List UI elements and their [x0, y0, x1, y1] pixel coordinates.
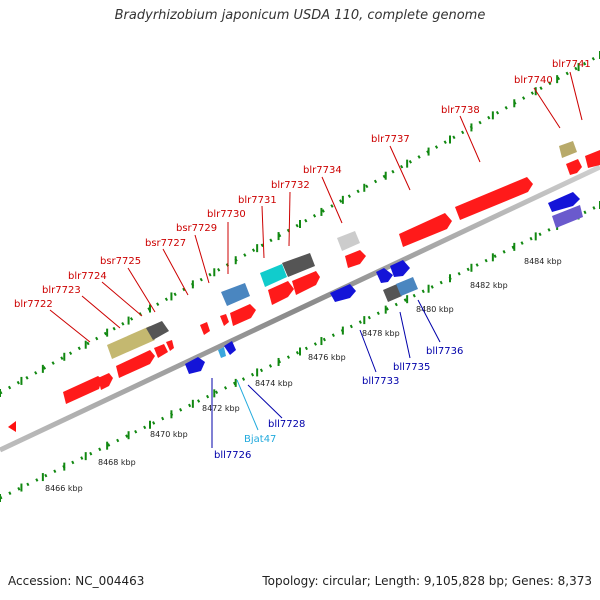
- label-bsr7727[interactable]: bsr7727: [145, 238, 186, 249]
- genome-backbone: [0, 164, 600, 453]
- feature-blr7738[interactable]: [455, 177, 533, 220]
- feature-forward-left-edge[interactable]: [8, 421, 16, 432]
- ruler-label-8472: 8472 kbp: [202, 404, 240, 413]
- label-blr7732[interactable]: blr7732: [271, 180, 310, 191]
- label-blr7724[interactable]: blr7724: [68, 271, 107, 282]
- label-blr7738[interactable]: blr7738: [441, 105, 480, 116]
- feature-blr7741[interactable]: [585, 150, 600, 168]
- forward-labels: blr7722 blr7723 blr7724 bsr7725 bsr7727 …: [14, 59, 591, 310]
- ruler-ticks: [0, 51, 600, 502]
- feature-bsr7729[interactable]: [200, 322, 210, 335]
- ruler-label-8468: 8468 kbp: [98, 458, 136, 467]
- feature-blr7730-small[interactable]: [220, 314, 229, 326]
- label-blr7723[interactable]: blr7723: [42, 285, 81, 296]
- feature-bll7733[interactable]: [330, 284, 356, 302]
- feature-steel-block-1[interactable]: [221, 283, 250, 306]
- ruler-label-8470: 8470 kbp: [150, 430, 188, 439]
- reverse-features: [185, 192, 583, 374]
- label-bll7733[interactable]: bll7733: [362, 376, 399, 387]
- label-bll7726[interactable]: bll7726: [214, 450, 251, 461]
- reverse-leaders: [211, 299, 441, 448]
- feature-Bjat47[interactable]: [218, 347, 226, 358]
- label-blr7740[interactable]: blr7740: [514, 75, 553, 86]
- feature-gray-block-3[interactable]: [383, 284, 402, 302]
- label-bsr7729[interactable]: bsr7729: [176, 223, 217, 234]
- feature-bll7735-small[interactable]: [376, 268, 393, 283]
- feature-blr7734[interactable]: [345, 250, 366, 268]
- feature-blr7723[interactable]: [98, 373, 113, 390]
- feature-bll7735[interactable]: [390, 260, 410, 277]
- label-blr7737[interactable]: blr7737: [371, 134, 410, 145]
- lower-ruler-line: [0, 203, 600, 500]
- feature-bsr7725[interactable]: [154, 344, 168, 358]
- reverse-labels: bll7726 Bjat47 bll7728 bll7733 bll7735 b…: [214, 346, 463, 461]
- label-Bjat47[interactable]: Bjat47: [244, 434, 276, 445]
- feature-blr7740[interactable]: [566, 159, 582, 175]
- accession-text: Accession: NC_004463: [8, 574, 145, 588]
- label-bll7728[interactable]: bll7728: [268, 419, 305, 430]
- ruler-label-8480: 8480 kbp: [416, 305, 454, 314]
- label-blr7734[interactable]: blr7734: [303, 165, 342, 176]
- ruler-label-8466: 8466 kbp: [45, 484, 83, 493]
- label-bsr7725[interactable]: bsr7725: [100, 256, 141, 267]
- label-blr7731[interactable]: blr7731: [238, 195, 277, 206]
- feature-blr7731[interactable]: [268, 281, 294, 305]
- label-blr7741[interactable]: blr7741: [552, 59, 591, 70]
- feature-blr7732[interactable]: [292, 271, 320, 295]
- feature-bll7728[interactable]: [224, 341, 236, 355]
- feature-tan-block-2[interactable]: [559, 141, 577, 158]
- map-title: Bradyrhizobium japonicum USDA 110, compl…: [114, 8, 486, 23]
- feature-blr7722[interactable]: [63, 376, 102, 404]
- feature-gray-block-2[interactable]: [282, 253, 315, 277]
- feature-gray-block-1[interactable]: [146, 321, 169, 340]
- label-bll7735[interactable]: bll7735: [393, 362, 430, 373]
- feature-bsr7727[interactable]: [166, 340, 174, 351]
- ruler-label-8476: 8476 kbp: [308, 353, 346, 362]
- feature-blr7724[interactable]: [116, 350, 155, 378]
- feature-light-gray-block[interactable]: [337, 231, 360, 251]
- feature-bll7726[interactable]: [185, 357, 205, 374]
- ruler-label-8484: 8484 kbp: [524, 257, 562, 266]
- genome-summary-text: Topology: circular; Length: 9,105,828 bp…: [262, 574, 592, 588]
- ruler-label-8474: 8474 kbp: [255, 379, 293, 388]
- ruler-label-8482: 8482 kbp: [470, 281, 508, 290]
- label-blr7730[interactable]: blr7730: [207, 209, 246, 220]
- feature-cyan-block[interactable]: [260, 264, 287, 287]
- feature-bll7736[interactable]: [396, 277, 418, 296]
- feature-tan-block[interactable]: [107, 326, 155, 359]
- label-bll7736[interactable]: bll7736: [426, 346, 463, 357]
- feature-slate-block[interactable]: [552, 205, 583, 228]
- forward-leaders: [49, 71, 583, 343]
- forward-features: [8, 141, 600, 432]
- ruler-label-8478: 8478 kbp: [362, 329, 400, 338]
- feature-blr7730[interactable]: [230, 304, 256, 326]
- label-blr7722[interactable]: blr7722: [14, 299, 53, 310]
- feature-reverse-far-1[interactable]: [548, 192, 580, 212]
- feature-blr7737[interactable]: [399, 213, 452, 247]
